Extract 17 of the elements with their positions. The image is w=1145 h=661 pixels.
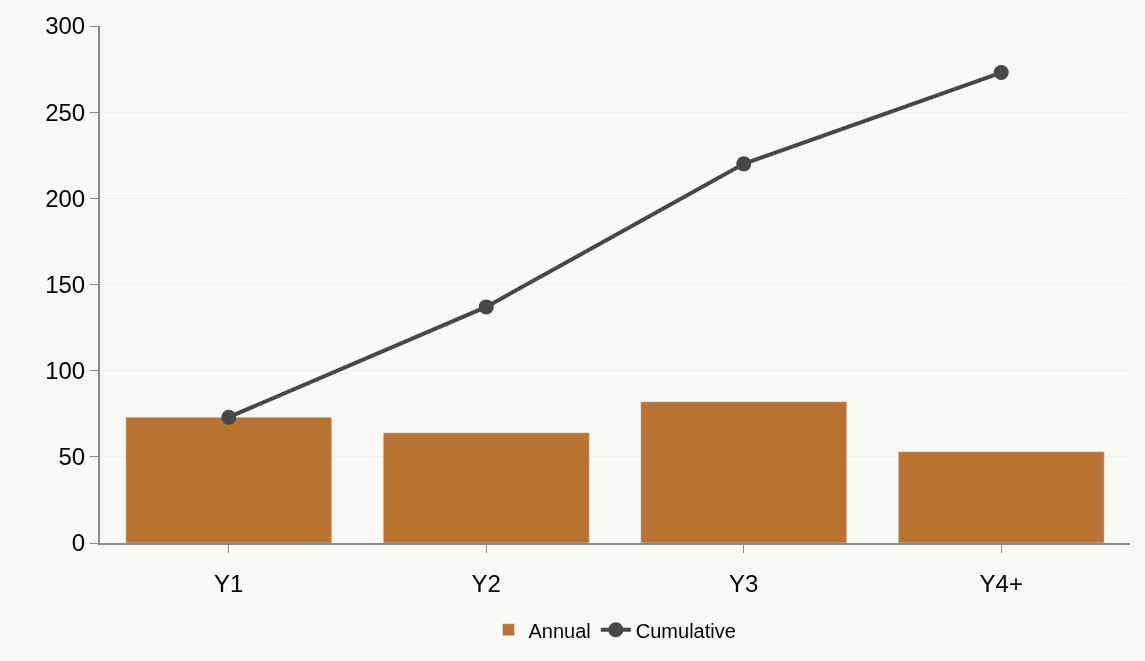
y-tick-label: 0 <box>71 529 86 557</box>
y-tick-label: 250 <box>45 98 86 126</box>
legend-label: Annual <box>528 619 591 642</box>
y-tick-label: 200 <box>45 184 86 212</box>
y-tick-label: 50 <box>58 443 86 471</box>
y-tick-label: 100 <box>45 357 86 385</box>
point <box>993 65 1009 81</box>
point <box>478 299 494 315</box>
x-tick-label: Y3 <box>729 569 759 597</box>
legend-label: Cumulative <box>635 619 736 642</box>
x-tick-label: Y4+ <box>979 569 1023 597</box>
x-tick-label: Y2 <box>471 569 501 597</box>
y-tick-label: 150 <box>45 270 86 298</box>
x-tick-label: Y1 <box>214 569 244 597</box>
point <box>736 156 752 172</box>
point <box>221 409 237 425</box>
y-tick-label: 300 <box>45 12 86 40</box>
